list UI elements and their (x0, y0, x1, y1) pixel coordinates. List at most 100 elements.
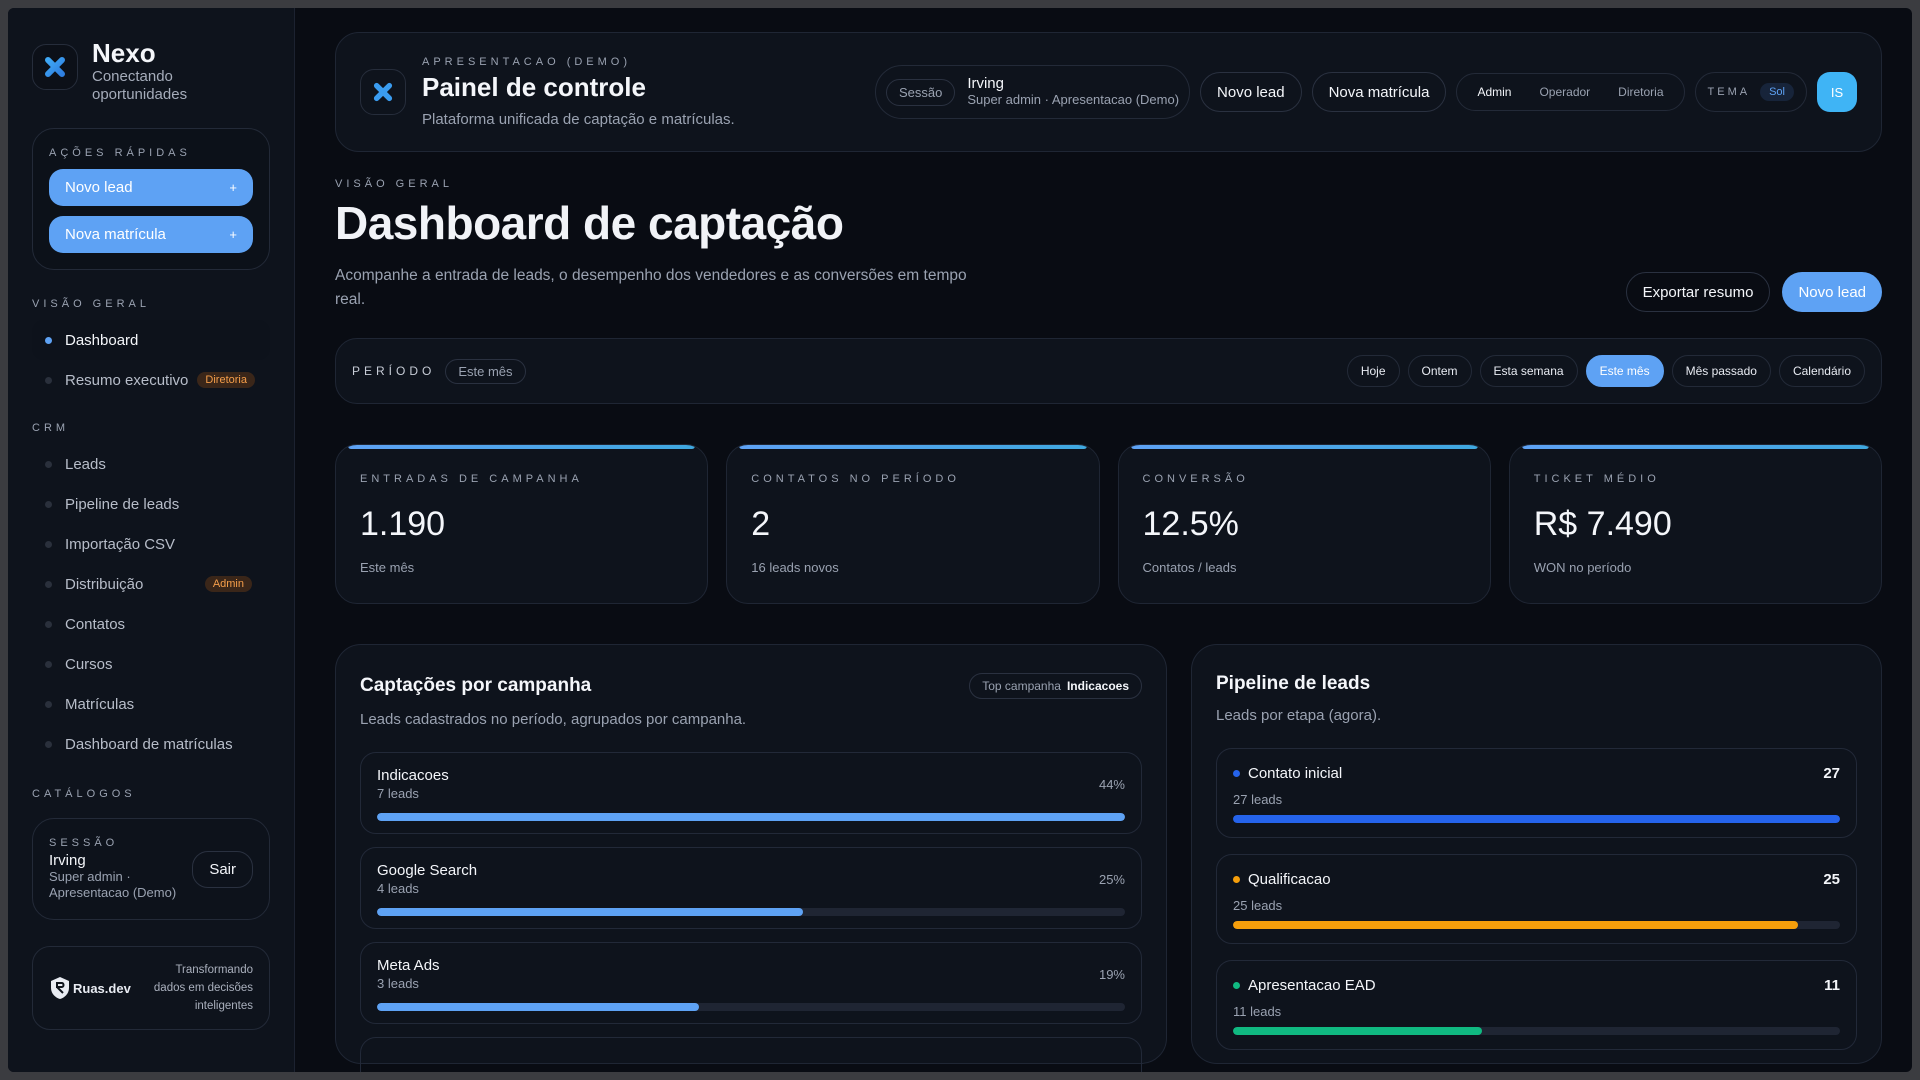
theme-value-toggle[interactable]: Sol (1760, 83, 1794, 101)
sidebar-item-label: Resumo executivo (65, 371, 189, 389)
page-eyebrow: VISÃO GERAL (335, 178, 453, 190)
stage-count: 25 (1823, 871, 1840, 888)
quick-new-enrollment-button[interactable]: Nova matrícula + (49, 216, 253, 253)
nav-section-title: CRM (32, 422, 70, 434)
panel-title: Captações por campanha (360, 675, 592, 696)
pipeline-stage-row[interactable]: Contato inicial 27 27 leads (1216, 748, 1857, 838)
new-lead-button[interactable]: Novo lead (1200, 72, 1302, 112)
nav-section-crm: CRM Leads Pipeline de leads Importação C… (32, 422, 270, 764)
sidebar-item-leads[interactable]: Leads (32, 444, 270, 484)
active-dot-icon (45, 336, 52, 344)
sidebar-item-dashboard[interactable]: Dashboard (32, 320, 270, 360)
sidebar-item-label: Cursos (65, 655, 113, 673)
top-campaign-badge: Top campanha Indicacoes (969, 673, 1142, 699)
dot-icon (45, 700, 52, 708)
page-title: Dashboard de captação (335, 197, 844, 249)
campaign-name: Meta Ads (377, 957, 440, 974)
new-enrollment-button[interactable]: Nova matrícula (1311, 72, 1447, 112)
progress-fill (377, 1003, 699, 1011)
campaign-row[interactable] (360, 1037, 1142, 1072)
sidebar-item-label: Leads (65, 455, 106, 473)
new-lead-primary-button[interactable]: Novo lead (1782, 272, 1882, 312)
sidebar-item-enrollments[interactable]: Matrículas (32, 684, 270, 724)
sidebar-item-contacts[interactable]: Contatos (32, 604, 270, 644)
session-user-role: Super admin · (49, 869, 131, 884)
period-option-yesterday[interactable]: Ontem (1407, 355, 1472, 387)
pipeline-panel: Pipeline de leads Leads por etapa (agora… (1191, 644, 1882, 1064)
dot-icon (45, 620, 52, 628)
campaign-row[interactable]: Indicacoes 7 leads 44% (360, 752, 1142, 834)
session-user-role: Super admin · Apresentacao (Demo) (967, 92, 1180, 107)
session-org: Apresentacao (Demo) (49, 885, 177, 900)
kpi-card-avg-ticket: TICKET MÉDIO R$ 7.490 WON no período (1508, 444, 1882, 604)
period-current-badge: Este mês (445, 358, 526, 384)
sidebar-item-pipeline[interactable]: Pipeline de leads (32, 484, 270, 524)
kpi-value: 2 (751, 505, 771, 543)
progress-bar (1233, 1027, 1840, 1035)
role-admin[interactable]: Admin (1477, 85, 1512, 99)
brand-name: Nexo (92, 38, 156, 68)
dot-icon (45, 376, 52, 384)
progress-fill (1233, 921, 1798, 929)
period-option-this-month[interactable]: Este mês (1585, 355, 1664, 387)
avatar[interactable]: IS (1817, 72, 1857, 112)
campaign-leads: 7 leads (377, 786, 419, 801)
period-label: PERÍODO (352, 364, 436, 378)
ruas-logo: Ruas.dev (49, 976, 131, 1000)
stage-leads: 25 leads (1233, 898, 1283, 913)
kpi-label: CONVERSÃO (1142, 473, 1249, 485)
kpi-value: 12.5% (1142, 505, 1239, 543)
role-badge: Diretoria (197, 372, 255, 388)
dot-icon (45, 740, 52, 748)
brand: Nexo Conectando oportunidades (32, 38, 270, 104)
export-summary-button[interactable]: Exportar resumo (1625, 272, 1771, 312)
pipeline-list: Contato inicial 27 27 leads Qualificacao 2… (1216, 748, 1857, 1050)
period-option-calendar[interactable]: Calendário (1778, 355, 1865, 387)
topbar-title: Painel de controle (422, 72, 646, 102)
period-option-this-week[interactable]: Esta semana (1479, 355, 1578, 387)
role-operador[interactable]: Operador (1539, 85, 1591, 99)
sidebar-item-label: Contatos (65, 615, 126, 633)
quick-actions-card: AÇÕES RÁPIDAS Novo lead + Nova matrícula… (32, 128, 270, 270)
sidebar-item-csv-import[interactable]: Importação CSV (32, 524, 270, 564)
campaigns-panel: Captações por campanha Top campanha Indic… (335, 644, 1167, 1072)
period-option-last-month[interactable]: Mês passado (1671, 355, 1771, 387)
quick-new-enrollment-label: Nova matrícula (65, 226, 166, 243)
sidebar-item-label: Distribuição (65, 575, 144, 593)
plus-icon: + (229, 180, 237, 195)
role-diretoria[interactable]: Diretoria (1618, 85, 1664, 99)
quick-new-lead-button[interactable]: Novo lead + (49, 169, 253, 206)
sidebar-item-enrollments-dashboard[interactable]: Dashboard de matrículas (32, 724, 270, 764)
nav-section-title: VISÃO GERAL (32, 298, 150, 310)
kpi-grid: ENTRADAS DE CAMPANHA 1.190 Este mês CONT… (335, 444, 1882, 604)
role-switcher: Admin Operador Diretoria (1456, 73, 1685, 111)
progress-bar (377, 813, 1125, 821)
sidebar-item-executive-summary[interactable]: Resumo executivo Diretoria (32, 360, 270, 400)
period-option-today[interactable]: Hoje (1346, 355, 1400, 387)
sidebar-item-distribution[interactable]: Distribuição Admin (32, 564, 270, 604)
quick-new-lead-label: Novo lead (65, 179, 133, 196)
pipeline-stage-row[interactable]: Qualificacao 25 25 leads (1216, 854, 1857, 944)
panel-subtitle: Leads cadastrados no período, agrupados … (360, 711, 747, 728)
nav-section-overview: VISÃO GERAL Dashboard Resumo executivo D… (32, 298, 270, 400)
sidebar-item-label: Importação CSV (65, 535, 176, 553)
dot-icon (45, 660, 52, 668)
stage-dot-icon (1233, 982, 1240, 989)
kpi-card-contacts: CONTATOS NO PERÍODO 2 16 leads novos (726, 444, 1100, 604)
pipeline-stage-row[interactable]: Apresentacao EAD 11 11 leads (1216, 960, 1857, 1050)
campaign-row[interactable]: Meta Ads 3 leads 19% (360, 942, 1142, 1024)
kpi-sub: Este mês (360, 560, 415, 575)
theme-toggle: TEMA Sol (1694, 72, 1807, 112)
logout-button[interactable]: Sair (192, 850, 253, 888)
sidebar-item-courses[interactable]: Cursos (32, 644, 270, 684)
session-title: SESSÃO (49, 837, 119, 849)
footer-brand-card: Ruas.dev Transformando dados em decisões… (32, 946, 270, 1030)
panels: Captações por campanha Top campanha Indic… (335, 644, 1882, 1072)
progress-bar (377, 908, 1125, 916)
kpi-value: R$ 7.490 (1533, 505, 1672, 543)
plus-icon: + (229, 227, 237, 242)
campaign-row[interactable]: Google Search 4 leads 25% (360, 847, 1142, 929)
progress-fill (377, 908, 804, 916)
sidebar-item-label: Dashboard de matrículas (65, 735, 233, 753)
ruas-logo-text: Ruas.dev (73, 980, 131, 996)
